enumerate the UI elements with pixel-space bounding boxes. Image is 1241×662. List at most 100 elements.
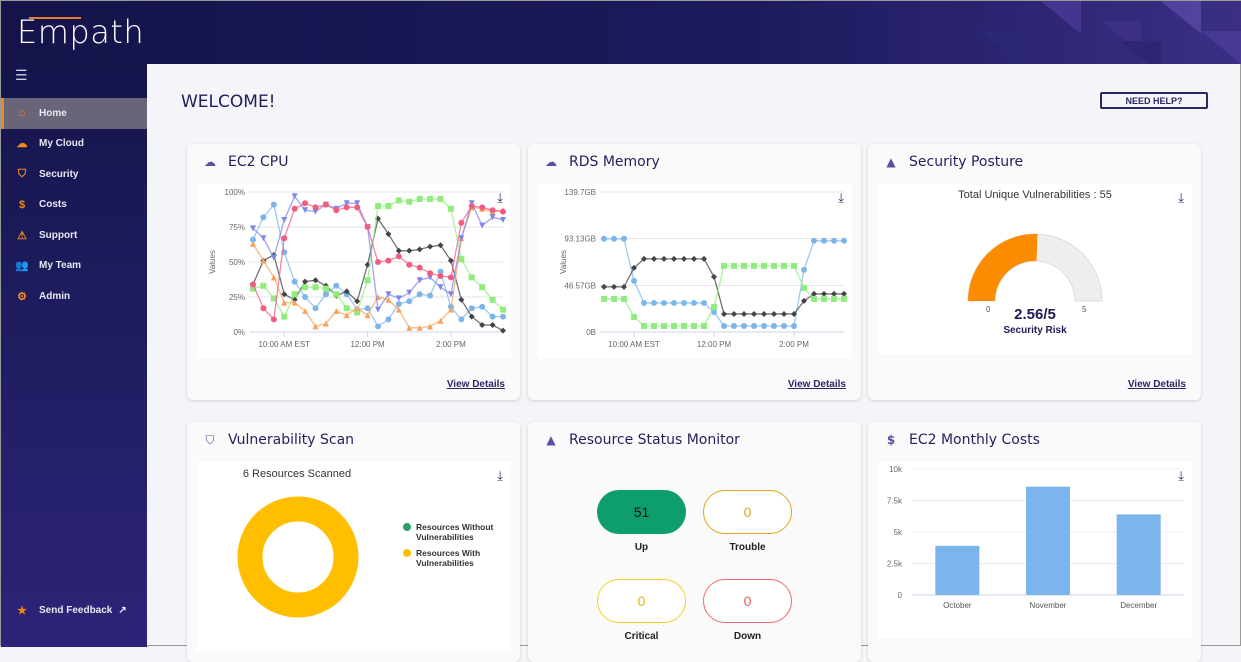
sidebar-item-label: My Cloud	[39, 138, 84, 150]
warning-icon: ▲	[886, 155, 896, 169]
status-critical-label: Critical	[624, 631, 659, 642]
data-point	[479, 322, 486, 328]
download-icon[interactable]: ⤓	[497, 468, 503, 483]
data-point	[458, 219, 465, 226]
data-point	[343, 288, 350, 295]
data-point	[416, 291, 423, 298]
send-feedback-link[interactable]: ★ Send Feedback ↗	[15, 604, 127, 617]
download-icon[interactable]: ⤓	[1178, 190, 1184, 205]
vulnerability-donut-chart	[237, 496, 359, 618]
data-point	[468, 313, 475, 320]
sidebar-item-home[interactable]: ⌂ Home	[1, 98, 147, 129]
y-tick-label: 10k	[889, 465, 903, 474]
data-point	[312, 277, 319, 284]
data-point	[270, 254, 277, 261]
sidebar-item-my-cloud[interactable]: ☁ My Cloud	[1, 129, 147, 160]
admin-icon: ⚙	[17, 290, 27, 303]
gauge-min: 0	[986, 305, 991, 314]
sidebar-item-admin[interactable]: ⚙ Admin	[1, 281, 147, 312]
data-point	[364, 224, 371, 230]
status-critical-pill[interactable]: 0	[597, 579, 686, 623]
legend-marker	[403, 523, 411, 531]
data-point	[611, 235, 617, 242]
data-point	[489, 207, 496, 214]
hamburger-menu-icon[interactable]: ☰	[15, 67, 28, 83]
download-icon[interactable]: ⤓	[1178, 468, 1184, 483]
y-tick-label: 75%	[229, 223, 245, 232]
y-tick-label: 0B	[586, 328, 596, 337]
status-trouble-pill[interactable]: 0	[703, 490, 792, 534]
data-point	[741, 262, 747, 269]
data-point	[375, 259, 381, 265]
status-down-pill[interactable]: 0	[703, 579, 792, 623]
sidebar-item-support[interactable]: ⚠ Support	[1, 220, 147, 251]
legend-label: Resources Without	[416, 522, 494, 532]
data-point	[270, 201, 277, 208]
y-tick-label: 0%	[233, 328, 245, 337]
data-point	[395, 301, 402, 307]
need-help-button[interactable]: NEED HELP?	[1100, 92, 1208, 109]
data-point	[322, 320, 329, 327]
empath-logo[interactable]: Empath	[17, 13, 145, 51]
data-point	[427, 292, 434, 299]
gauge-value	[968, 234, 1038, 301]
sidebar-item-label: Security	[39, 168, 79, 180]
y-axis-title: Values	[559, 250, 568, 274]
data-point	[447, 306, 454, 313]
donut-segment-with-vulnerabilities[interactable]	[237, 496, 359, 618]
view-details-link[interactable]: View Details	[1127, 379, 1186, 390]
resources-scanned: 6 Resources Scanned	[242, 468, 352, 480]
data-point	[302, 278, 309, 285]
data-point	[751, 310, 757, 317]
cloud-icon: ☁	[204, 155, 216, 169]
star-icon: ★	[17, 605, 27, 617]
data-point	[671, 322, 677, 329]
x-tick-label: 2:00 PM	[436, 340, 466, 349]
y-tick-label: 46.57GB	[564, 281, 596, 290]
rds-memory-card: ☁ RDS Memory 0B 46.57GB 93.13GB 139.7GB 10:00…	[528, 144, 861, 400]
data-point	[364, 312, 371, 319]
data-point	[811, 290, 817, 297]
view-details-link[interactable]: View Details	[787, 379, 846, 390]
legend-item[interactable]: Resources With Vulnerabilities	[403, 548, 493, 568]
legend-item[interactable]: Resources Without Vulnerabilities	[403, 522, 493, 542]
dollar-icon: $	[18, 198, 26, 211]
sidebar-item-costs[interactable]: $ Costs	[1, 190, 147, 221]
data-point	[691, 255, 697, 262]
data-point	[479, 204, 486, 211]
data-point	[701, 299, 707, 306]
data-point	[416, 264, 423, 271]
sidebar-item-security[interactable]: ⛉ Security	[1, 159, 147, 190]
sidebar-item-my-team[interactable]: 👥 My Team	[1, 251, 147, 282]
data-point	[621, 235, 627, 242]
header-triangle	[1041, 1, 1081, 34]
data-point	[701, 322, 707, 329]
data-point	[427, 323, 434, 330]
ec2-costs-bar-chart: 0 2.5k 5k 7.5k 10k October November December	[887, 465, 1184, 610]
data-point	[831, 290, 837, 297]
data-point	[641, 322, 647, 329]
download-icon[interactable]: ⤓	[838, 190, 844, 205]
data-point	[821, 290, 827, 297]
data-point	[661, 322, 667, 329]
sidebar-nav: ⌂ Home ☁ My Cloud ⛉ Security $ Costs ⚠ Support 👥 My…	[1, 98, 147, 312]
data-point	[458, 296, 465, 303]
status-up-pill[interactable]: 51	[597, 490, 686, 534]
data-point	[427, 274, 434, 281]
view-details-link[interactable]: View Details	[446, 379, 505, 390]
data-point	[302, 294, 309, 300]
data-point	[841, 290, 847, 297]
download-icon[interactable]: ⤓	[497, 190, 503, 205]
card-title: Security Posture	[909, 154, 1024, 170]
data-point	[364, 277, 371, 284]
sidebar-item-label: Home	[39, 107, 67, 119]
sidebar-item-label: Support	[39, 229, 78, 241]
data-point	[343, 204, 350, 211]
resource-status-card: ▲ Resource Status Monitor 51 Up 0 Trouble…	[528, 422, 861, 662]
rds-memory-chart: 0B 46.57GB 93.13GB 139.7GB 10:00 AM EST 12:00…	[559, 188, 847, 349]
status-up-label: Up	[634, 542, 649, 553]
card-title: Vulnerability Scan	[228, 432, 355, 448]
data-point	[281, 235, 288, 242]
data-point	[661, 255, 667, 262]
security-posture-card: ▲ Security Posture Total Unique Vulnerabi…	[868, 144, 1201, 400]
